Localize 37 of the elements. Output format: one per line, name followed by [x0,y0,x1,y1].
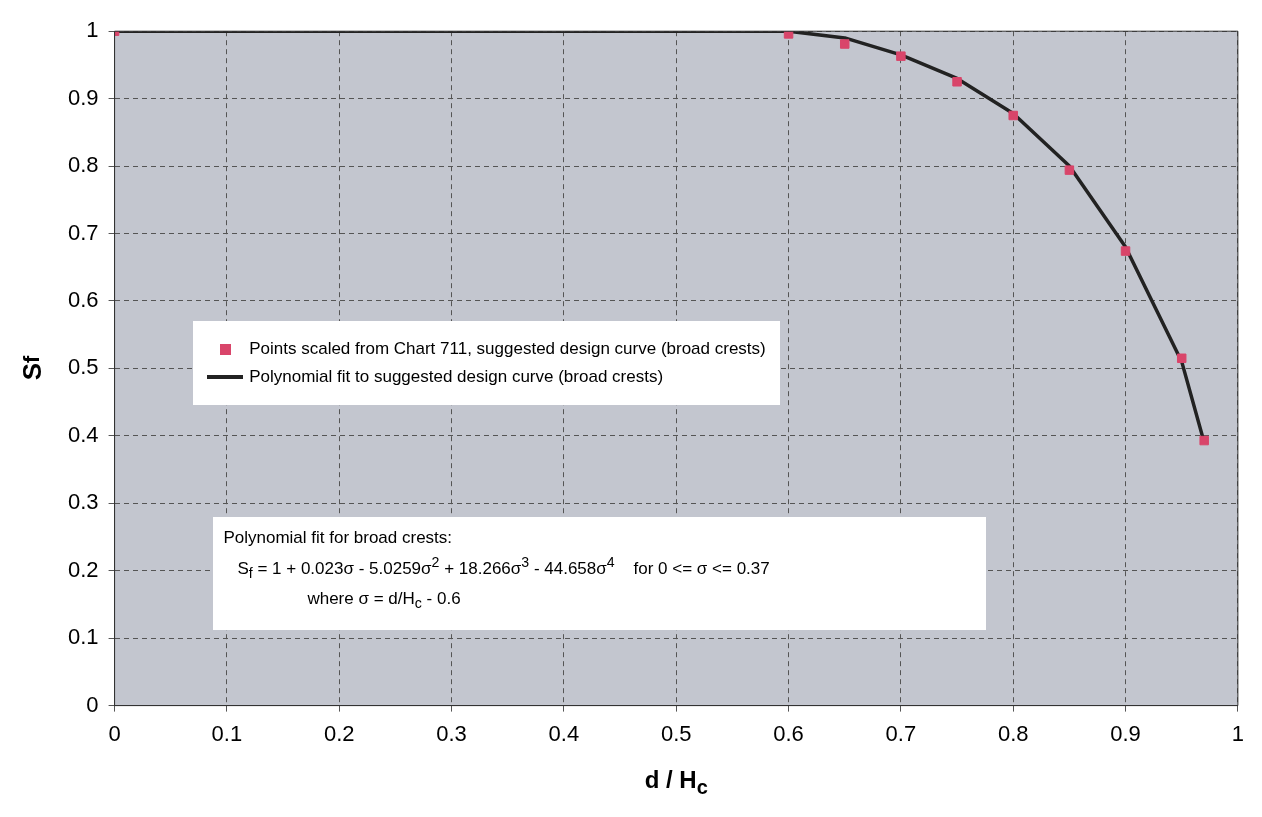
x-tick-label: 0.7 [885,720,917,746]
note-panel: Polynomial fit for broad crests: S$_{f}$ = 1 + 0.023σ - 5.0259σ$^{2}$ + 18.266σ$^{3}$ - 44.658σ$^{4}$ for 0 <= σ <= 0.37 where σ = d/H$_{c}$ - 0.6 [213,516,987,631]
x-tick-label: 0.3 [436,720,467,746]
y-tick-label: 0.2 [67,556,99,582]
y-tick-label: 0.5 [67,354,99,380]
x-tick-label: 0.6 [773,720,804,746]
x-tick-label: 0.1 [211,720,243,746]
x-tick-label: 1 [1231,720,1245,746]
y-tick-label: 0.6 [67,287,99,313]
point [1064,165,1075,175]
y-tick-label: 0.8 [67,152,99,178]
x-tick-label: 0.5 [660,720,692,746]
legend-label: Points scaled from Chart 711, suggested design curve (broad crests) [249,339,766,360]
y-tick-label: 0.3 [67,489,99,515]
point [1008,110,1018,121]
point [1120,246,1131,256]
annotation: where σ = d/H$_{c}$ - 0.6 [306,587,462,614]
point [839,39,850,49]
x-tick-label: 0.8 [997,720,1029,746]
y-tick-label: 1 [86,17,99,43]
annotation: Polynomial fit for broad crests: [223,526,454,549]
x-tick-label: 0.4 [548,720,580,746]
y-tick-label: 0.4 [67,421,99,447]
x-axis-title: d / H$_{c}$ [643,766,709,799]
point [952,77,962,87]
y-tick-label: 0.9 [67,84,99,110]
y-tick-label: 0 [86,691,99,717]
point [1199,435,1209,446]
legend-label: Polynomial fit to suggested design curve (broad crests) [249,367,664,388]
point [1176,353,1187,364]
x-tick-label: 0 [108,720,121,746]
x-tick-label: 0.2 [323,720,355,746]
point [783,31,794,39]
y-tick-label: 0.7 [67,219,99,245]
point [896,51,906,61]
x-tick-label: 0.9 [1110,720,1141,746]
y-tick-label: 0.1 [67,624,99,650]
